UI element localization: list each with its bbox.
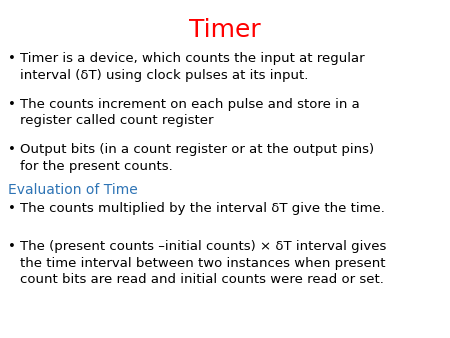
Text: Output bits (in a count register or at the output pins)
for the present counts.: Output bits (in a count register or at t… <box>20 143 374 172</box>
Text: •: • <box>8 202 16 215</box>
Text: Evaluation of Time: Evaluation of Time <box>8 183 138 197</box>
Text: The counts multiplied by the interval δT give the time.: The counts multiplied by the interval δT… <box>20 202 385 215</box>
Text: Timer is a device, which counts the input at regular
interval (δT) using clock p: Timer is a device, which counts the inpu… <box>20 52 364 81</box>
Text: •: • <box>8 143 16 156</box>
Text: •: • <box>8 98 16 111</box>
Text: •: • <box>8 240 16 253</box>
Text: Timer: Timer <box>189 18 261 42</box>
Text: The counts increment on each pulse and store in a
register called count register: The counts increment on each pulse and s… <box>20 98 360 127</box>
Text: The (present counts –initial counts) × δT interval gives
the time interval betwe: The (present counts –initial counts) × δ… <box>20 240 387 286</box>
Text: •: • <box>8 52 16 65</box>
